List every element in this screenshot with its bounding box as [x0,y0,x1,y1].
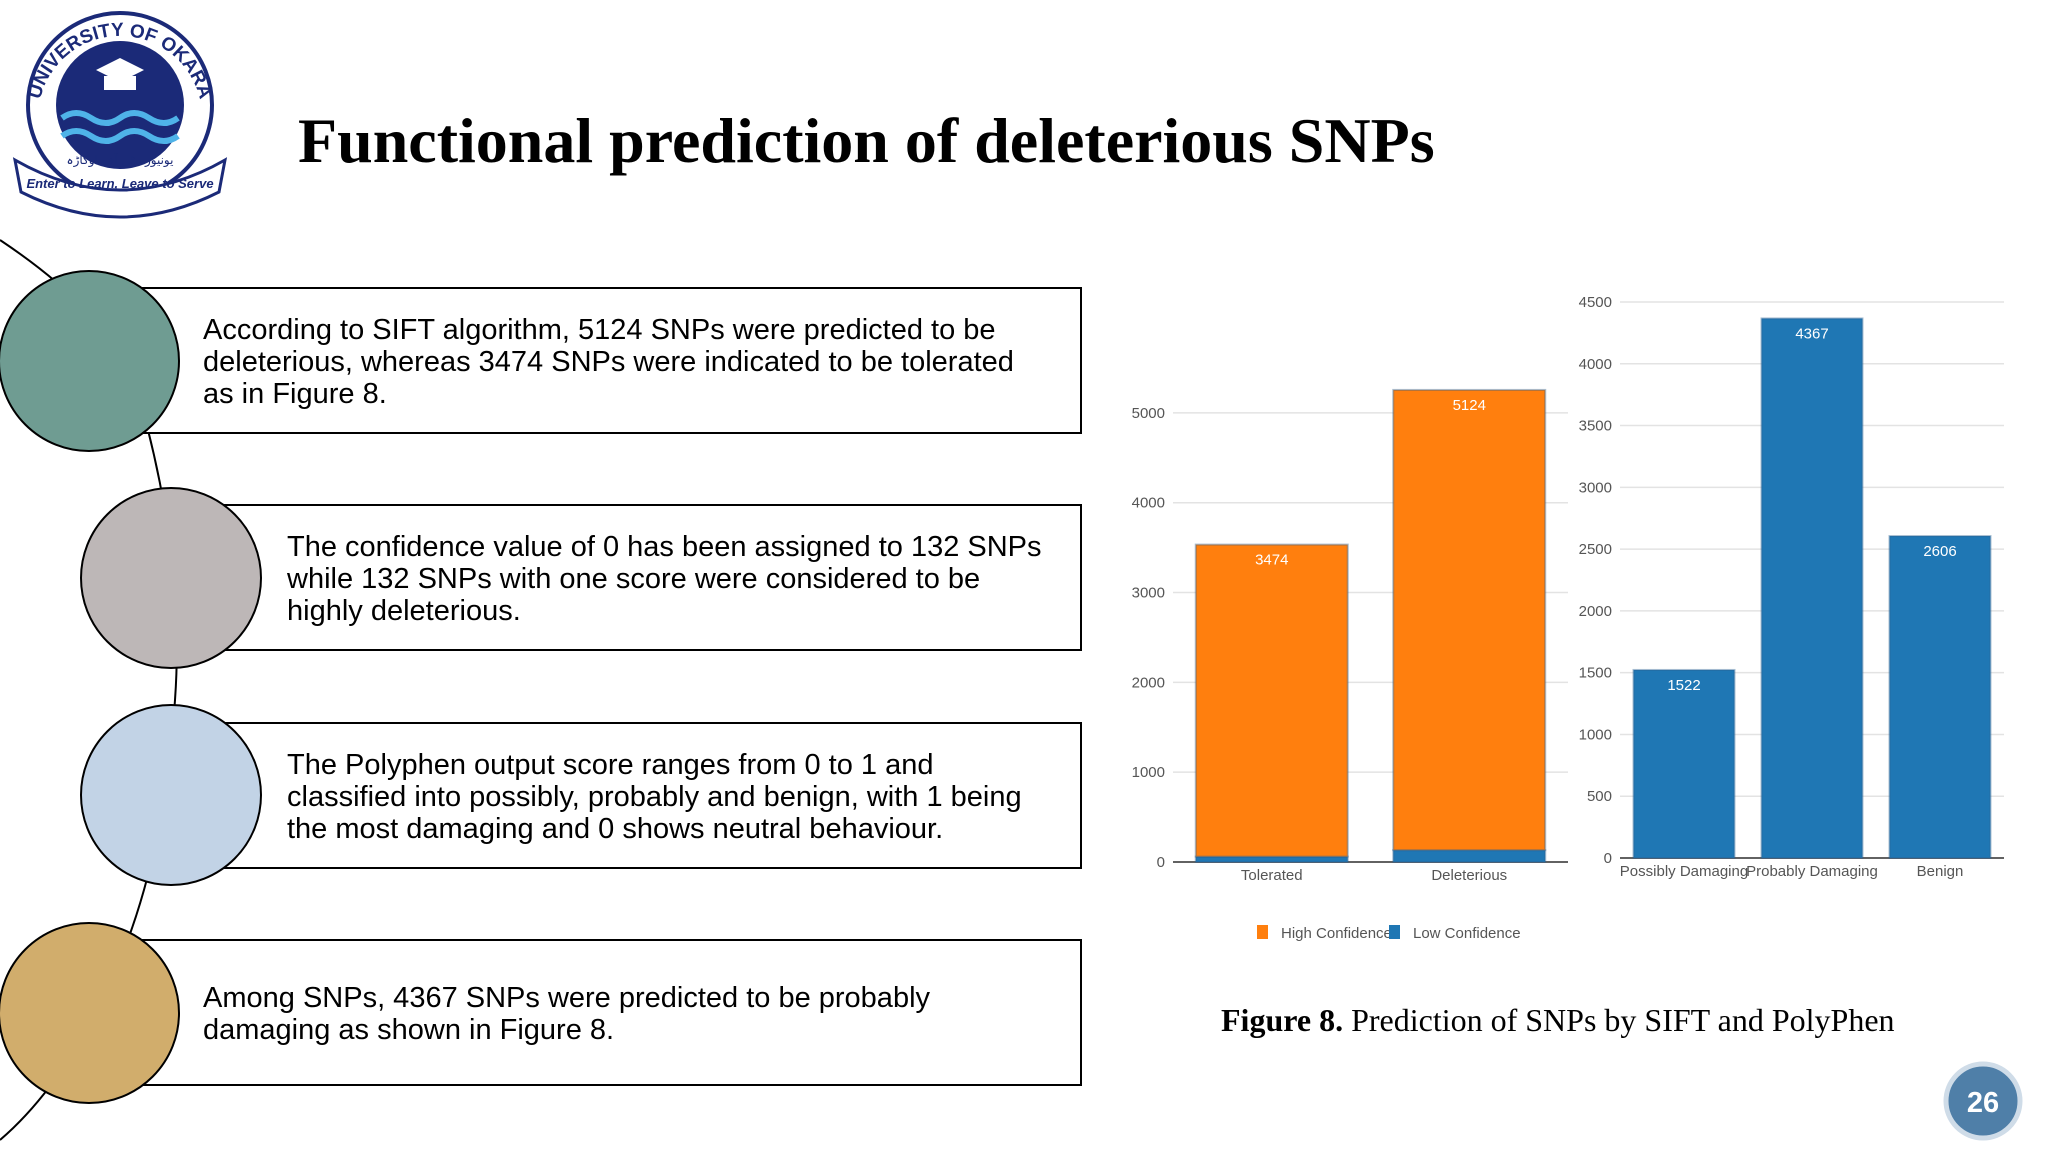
x-tick-label: Possibly Damaging [1620,863,1748,880]
page-badge [1943,1061,2023,1141]
item-text: Among SNPs, 4367 SNPs were predicted to … [203,982,931,1014]
legend-swatch [1257,925,1268,939]
item-text: The confidence value of 0 has been assig… [287,531,1042,563]
item-circle [0,270,180,452]
item-text: classified into possibly, probably and b… [287,781,1022,813]
y-tick-label: 2500 [1579,541,1612,558]
item-text: the most damaging and 0 shows neutral be… [287,813,943,845]
item-box [132,287,1082,434]
y-tick-label: 0 [1604,850,1612,867]
y-tick-label: 3000 [1579,479,1612,496]
y-tick-label: 4000 [1579,356,1612,373]
legend-label: Low Confidence [1413,925,1521,942]
y-tick-label: 5000 [1132,405,1165,422]
caption-text: Prediction of SNPs by SIFT and PolyPhen [1351,1002,1894,1038]
item-text: damaging as shown in Figure 8. [203,1014,614,1046]
x-tick-label: Tolerated [1241,867,1303,884]
y-tick-label: 1500 [1579,665,1612,682]
y-tick-label: 1000 [1132,764,1165,781]
item-text: highly deleterious. [287,595,521,627]
legend-label: High Confidence [1281,925,1392,942]
caption-label: Figure 8. [1221,1002,1343,1038]
item-circle [80,704,262,886]
item-text: as in Figure 8. [203,378,387,410]
bar [1888,535,1992,859]
data-label: 1522 [1667,677,1700,694]
x-tick-label: Probably Damaging [1746,863,1878,880]
bar [1760,317,1864,860]
data-label: 3474 [1255,552,1288,569]
item-text: The Polyphen output score ranges from 0 … [287,749,933,781]
item-circle [80,487,262,669]
page-number: 26 [1967,1087,1999,1119]
x-tick-label: Benign [1917,863,1964,880]
data-label: 4367 [1795,325,1828,342]
y-tick-label: 2000 [1579,603,1612,620]
y-tick-label: 4000 [1132,495,1165,512]
logo-motto: Enter to Learn, Leave to Serve [26,176,213,191]
y-tick-label: 2000 [1132,674,1165,691]
item-text: According to SIFT algorithm, 5124 SNPs w… [203,314,996,346]
item-text: while 132 SNPs with one score were consi… [286,563,980,595]
logo-urdu: یونیورسٹی آف اوکاڑہ [67,152,174,168]
y-tick-label: 0 [1157,854,1165,871]
logo: UNIVERSITY OF OKARA یونیورسٹی آف اوکاڑہ … [12,11,228,219]
data-label: 2606 [1923,543,1956,560]
item-circle [0,922,180,1104]
y-tick-label: 4500 [1579,294,1612,311]
bar [1392,388,1547,852]
y-tick-label: 3500 [1579,418,1612,435]
item-box [218,504,1082,651]
bar [1392,849,1547,863]
item-box [132,939,1082,1086]
slide-title: Functional prediction of deleterious SNP… [298,105,1435,176]
caption: Figure 8. Prediction of SNPs by SIFT and… [1221,1002,1895,1038]
bar [1194,855,1349,863]
x-tick-label: Deleterious [1431,867,1507,884]
item-box [218,722,1082,869]
bar [1194,543,1349,858]
y-tick-label: 1000 [1579,726,1612,743]
y-tick-label: 500 [1587,788,1612,805]
item-text: deleterious, whereas 3474 SNPs were indi… [203,346,1014,378]
data-label: 5124 [1453,397,1486,414]
legend-swatch [1389,925,1400,939]
bar [1632,668,1736,859]
y-tick-label: 3000 [1132,585,1165,602]
